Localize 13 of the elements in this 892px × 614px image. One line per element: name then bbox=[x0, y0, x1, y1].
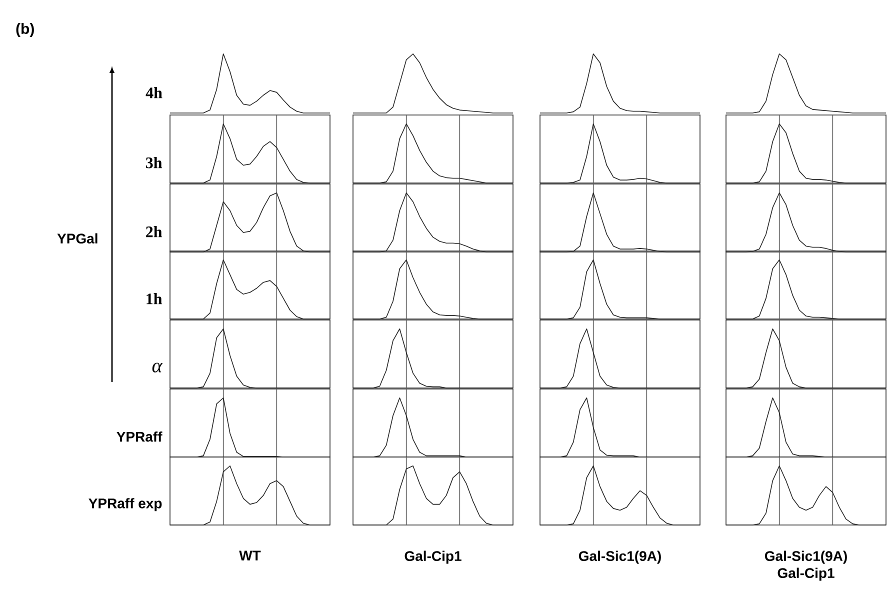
y-axis-title: α bbox=[152, 362, 163, 372]
x-axis-title: WT bbox=[239, 550, 261, 560]
x-axis-title: Gal-Cip1 bbox=[404, 550, 462, 564]
x-axis-title: Gal-Sic1(9A) bbox=[578, 550, 661, 564]
text: YPGal bbox=[57, 233, 98, 244]
y-axis-title: 2h bbox=[146, 226, 162, 238]
y-axis-title: YPRaff exp bbox=[88, 498, 162, 512]
y-axis-title: 1h bbox=[146, 293, 162, 304]
y-axis-title: 4h bbox=[146, 87, 162, 98]
y-axis-title: 3h bbox=[146, 156, 162, 168]
text: (b) bbox=[16, 23, 34, 37]
y-axis-title: YPRaff bbox=[116, 431, 162, 442]
x-axis-title: Gal-Sic1(9A) Gal-Cip1 bbox=[764, 550, 847, 581]
